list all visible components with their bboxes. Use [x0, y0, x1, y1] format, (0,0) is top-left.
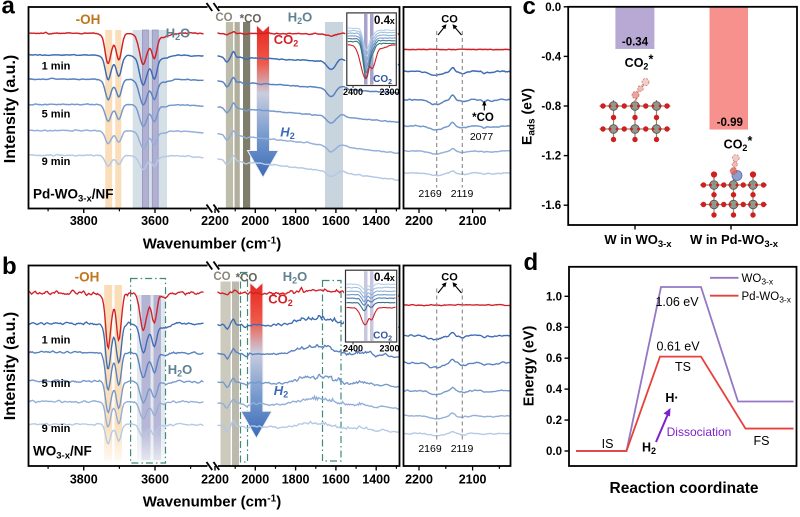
svg-text:1800: 1800 [282, 473, 310, 487]
svg-text:-0.34: -0.34 [622, 36, 649, 48]
svg-text:9 min: 9 min [42, 423, 71, 435]
svg-text:CO2: CO2 [373, 331, 392, 343]
svg-text:H2O: H2O [166, 26, 191, 43]
svg-text:d: d [524, 249, 539, 276]
svg-text:2077: 2077 [470, 131, 494, 143]
svg-text:2169: 2169 [418, 443, 442, 455]
svg-text:1 min: 1 min [42, 335, 71, 347]
svg-text:2200: 2200 [405, 473, 433, 487]
svg-text:3800: 3800 [70, 473, 98, 487]
svg-text:H2O: H2O [283, 269, 308, 286]
svg-text:Wavenumber (cm-1): Wavenumber (cm-1) [143, 236, 281, 253]
svg-text:1.06 eV: 1.06 eV [655, 295, 699, 309]
svg-text:-0.99: -0.99 [717, 117, 743, 129]
svg-text:1400: 1400 [362, 214, 390, 228]
svg-text:*CO: *CO [240, 14, 262, 26]
svg-text:x: x [390, 16, 395, 26]
svg-text:Reaction coordinate: Reaction coordinate [610, 480, 759, 497]
svg-text:2400: 2400 [343, 344, 363, 354]
svg-text:2119: 2119 [451, 188, 474, 200]
svg-text:CO2: CO2 [373, 74, 392, 86]
svg-text:5 min: 5 min [42, 109, 71, 121]
svg-text:0.61 eV: 0.61 eV [656, 340, 700, 354]
svg-text:b: b [2, 253, 17, 280]
svg-text:Intensity (a.u.): Intensity (a.u.) [2, 55, 19, 163]
svg-text:0.8: 0.8 [546, 322, 563, 334]
svg-text:FS: FS [754, 434, 770, 448]
svg-text:CO: CO [441, 272, 458, 284]
svg-text:W in Pd-WO3-x: W in Pd-WO3-x [690, 232, 779, 250]
svg-text:H2O: H2O [168, 362, 193, 379]
svg-text:1800: 1800 [282, 214, 310, 228]
svg-text:Pd-WO3-x: Pd-WO3-x [742, 291, 792, 305]
svg-text:H2: H2 [280, 125, 294, 142]
svg-text:3600: 3600 [141, 473, 169, 487]
svg-text:x: x [390, 273, 395, 283]
svg-text:CO2: CO2 [274, 32, 299, 49]
svg-text:-1.2: -1.2 [541, 151, 561, 163]
svg-text:CO: CO [213, 271, 230, 283]
svg-text:WO3-x: WO3-x [742, 273, 774, 287]
svg-text:Wavenumber (cm-1): Wavenumber (cm-1) [143, 494, 281, 511]
svg-text:CO2: CO2 [268, 292, 293, 309]
svg-text:c: c [523, 0, 536, 20]
svg-text:1400: 1400 [362, 473, 390, 487]
svg-text:0.2: 0.2 [546, 415, 562, 427]
svg-text:1600: 1600 [322, 214, 350, 228]
svg-text:3800: 3800 [70, 214, 98, 228]
svg-text:0.0: 0.0 [546, 446, 562, 458]
svg-text:Energy (eV): Energy (eV) [522, 326, 538, 407]
svg-text:W in WO3-x: W in WO3-x [604, 232, 672, 250]
svg-text:a: a [2, 0, 16, 20]
svg-text:2100: 2100 [459, 214, 487, 228]
svg-text:IS: IS [602, 437, 614, 451]
svg-text:-0.4: -0.4 [541, 51, 561, 63]
svg-text:*CO: *CO [236, 273, 258, 285]
svg-text:2000: 2000 [241, 473, 269, 487]
svg-text:2169: 2169 [418, 188, 442, 200]
svg-text:9 min: 9 min [42, 156, 71, 168]
svg-text:Dissociation: Dissociation [667, 425, 732, 439]
svg-text:Intensity (a.u.): Intensity (a.u.) [2, 312, 19, 420]
svg-text:1.0: 1.0 [546, 291, 562, 303]
svg-text:*CO: *CO [472, 112, 494, 124]
svg-text:0.4: 0.4 [374, 15, 391, 27]
svg-text:2200: 2200 [405, 214, 433, 228]
svg-text:2119: 2119 [451, 443, 474, 455]
svg-text:0.4: 0.4 [374, 272, 391, 284]
svg-text:-0.8: -0.8 [541, 101, 561, 113]
svg-text:CO: CO [215, 12, 232, 24]
svg-text:WO3-x/NF: WO3-x/NF [33, 444, 92, 462]
svg-text:0.6: 0.6 [546, 353, 562, 365]
svg-text:2100: 2100 [459, 473, 487, 487]
svg-text:2000: 2000 [241, 214, 269, 228]
svg-text:2300: 2300 [379, 344, 399, 354]
svg-text:Pd-WO3-x/NF: Pd-WO3-x/NF [33, 187, 113, 205]
svg-text:CO: CO [441, 14, 458, 26]
svg-text:1600: 1600 [322, 473, 350, 487]
svg-text:-1.6: -1.6 [541, 200, 561, 212]
svg-text:1 min: 1 min [42, 61, 71, 73]
svg-text:5 min: 5 min [42, 378, 71, 390]
svg-text:3600: 3600 [141, 214, 169, 228]
svg-text:H·: H· [665, 390, 678, 405]
svg-text:2400: 2400 [343, 87, 363, 97]
svg-text:2300: 2300 [379, 87, 399, 97]
svg-text:0.0: 0.0 [545, 2, 561, 14]
svg-text:2200: 2200 [201, 473, 229, 487]
svg-text:-OH: -OH [76, 12, 101, 27]
svg-text:-OH: -OH [75, 270, 100, 285]
svg-text:TS: TS [675, 360, 691, 374]
svg-text:H2: H2 [274, 383, 288, 400]
svg-text:H2O: H2O [288, 10, 313, 27]
svg-text:0.4: 0.4 [546, 384, 563, 396]
svg-text:2200: 2200 [201, 214, 229, 228]
